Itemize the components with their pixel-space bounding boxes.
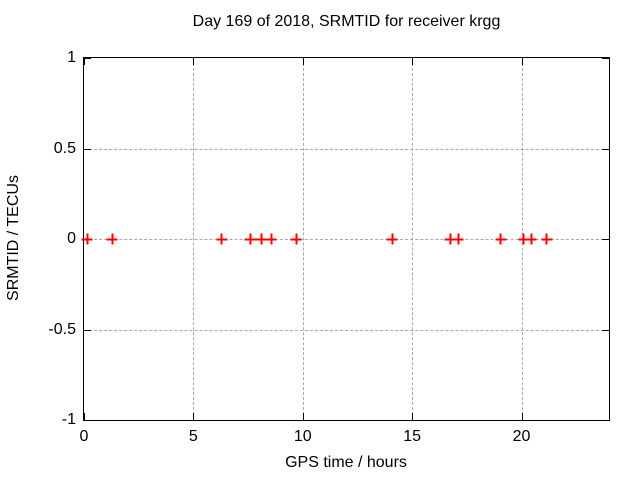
data-point-marker <box>452 233 464 245</box>
y-tick-label: 0 <box>67 230 76 247</box>
x-tick <box>193 58 195 65</box>
h-gridline <box>84 148 609 150</box>
x-tick <box>84 58 85 65</box>
y-tick <box>84 329 91 331</box>
plot-area: 0 5 10 15 20 -1 -0.5 0 0.5 1 <box>48 49 610 445</box>
y-tick <box>602 58 609 59</box>
y-tick <box>602 329 609 331</box>
data-point-marker <box>386 233 398 245</box>
y-tick-label: -0.5 <box>48 320 76 338</box>
x-axis-label: GPS time / hours <box>285 454 407 471</box>
x-tick-label: 20 <box>512 428 531 445</box>
x-tick-label: 10 <box>293 428 312 445</box>
data-point-marker <box>81 233 93 245</box>
x-tick-label: 0 <box>79 428 89 445</box>
data-point-marker <box>495 233 507 245</box>
y-tick <box>84 148 91 150</box>
data-point-marker <box>541 233 553 245</box>
data-point-marker <box>525 233 537 245</box>
data-point-marker <box>265 233 277 245</box>
data-point-marker <box>444 233 456 245</box>
data-point-marker <box>518 233 530 245</box>
data-point-marker <box>244 233 256 245</box>
x-tick-label: 15 <box>403 428 422 445</box>
x-tick-label: 5 <box>188 428 198 445</box>
data-point-marker <box>106 233 118 245</box>
x-tick <box>412 413 414 420</box>
y-tick <box>602 420 609 421</box>
x-tick <box>302 58 304 65</box>
y-tick <box>602 148 609 150</box>
y-tick <box>602 239 609 240</box>
h-gridline <box>84 239 609 240</box>
y-tick <box>84 58 91 59</box>
x-tick <box>521 58 523 65</box>
x-tick <box>193 413 195 420</box>
y-tick-label: 1 <box>67 49 76 66</box>
x-tick <box>412 58 414 65</box>
y-tick <box>84 420 91 421</box>
data-point-marker <box>290 233 302 245</box>
chart-title: Day 169 of 2018, SRMTID for receiver krg… <box>192 13 501 30</box>
data-point-marker <box>216 233 228 245</box>
y-tick-label: -1 <box>61 411 76 428</box>
x-tick <box>84 413 85 420</box>
data-point-marker <box>255 233 267 245</box>
y-axis-label: SRMTID / TECUs <box>5 175 22 301</box>
x-tick <box>302 413 304 420</box>
x-tick <box>521 413 523 420</box>
y-tick-label: 0.5 <box>53 139 76 157</box>
h-gridline <box>84 329 609 331</box>
